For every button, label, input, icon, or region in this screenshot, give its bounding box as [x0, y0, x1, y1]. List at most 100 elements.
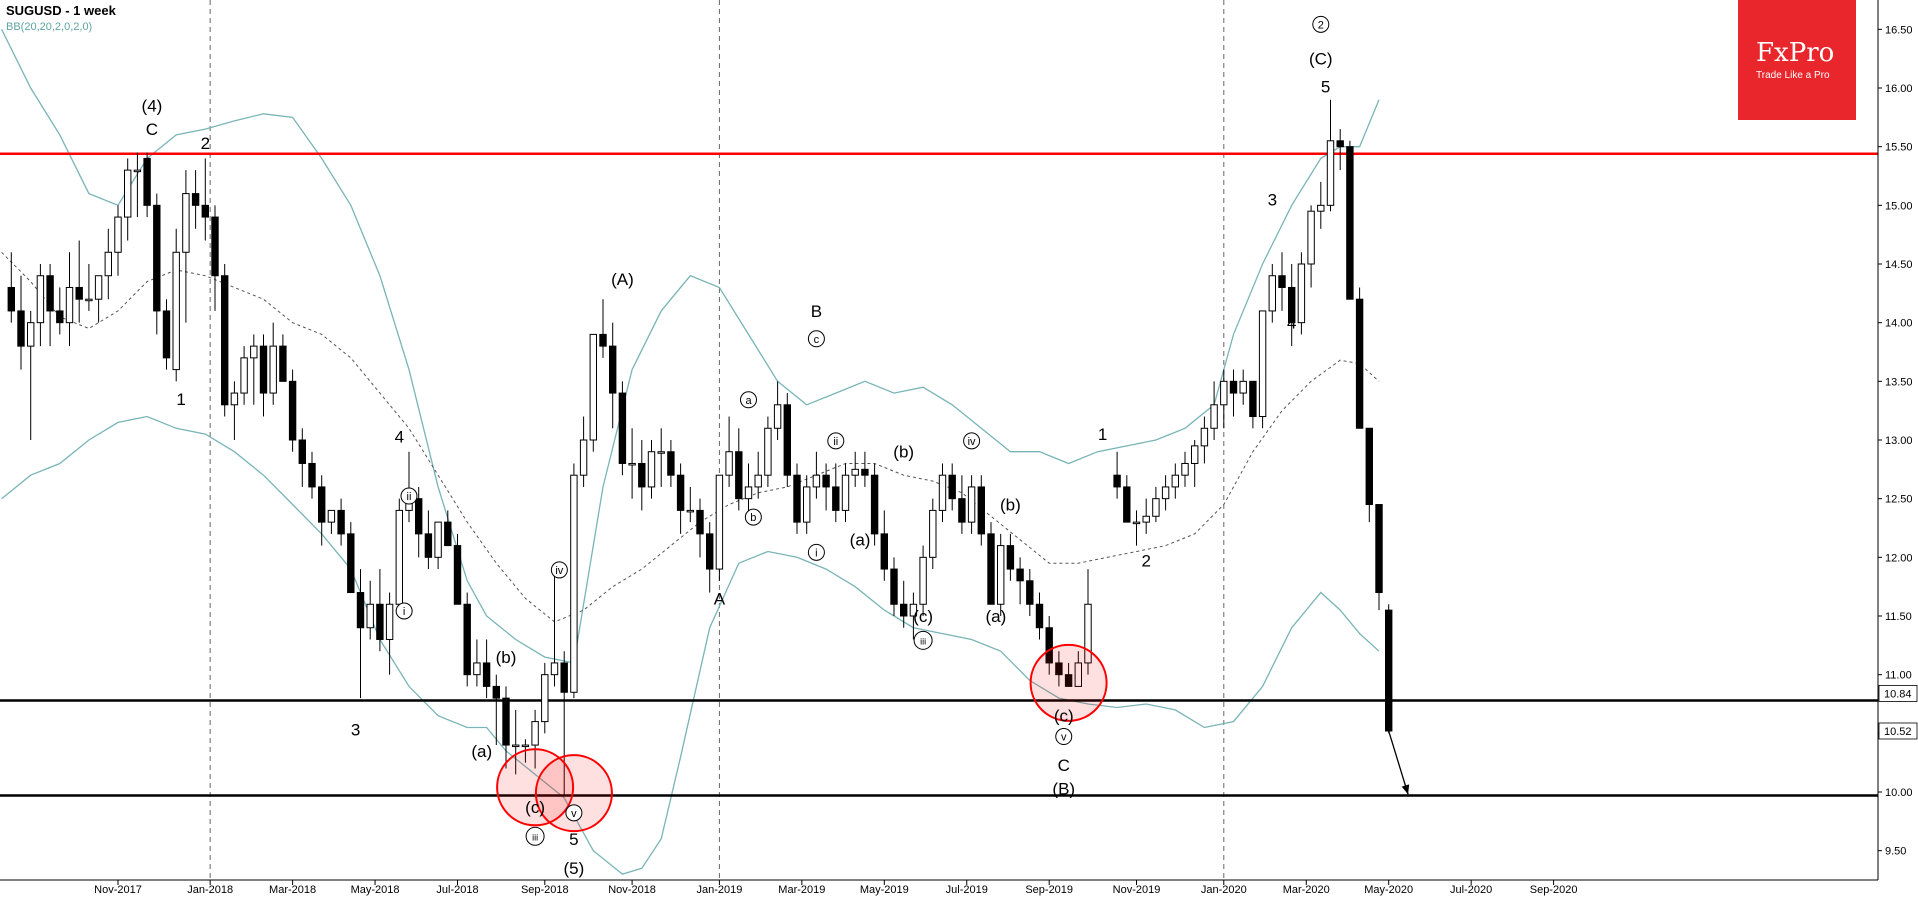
- bull-candle: [550, 662, 559, 676]
- bull-candle: [1161, 486, 1170, 500]
- wave-label: (b): [1000, 495, 1021, 514]
- bull-candle: [327, 509, 336, 523]
- bear-candle: [618, 392, 627, 464]
- price-tick-label: 12.50: [1885, 494, 1913, 506]
- price-tick-label: 15.50: [1885, 142, 1913, 154]
- bear-candle: [793, 474, 801, 523]
- bear-candle: [1026, 580, 1034, 605]
- wave-label: (C): [1309, 50, 1333, 69]
- bear-candle: [318, 486, 326, 523]
- wave-label: b: [750, 512, 756, 524]
- price-label-box: [1878, 685, 1918, 702]
- bear-candle: [453, 545, 462, 605]
- wave-label-circle: [913, 630, 933, 650]
- bear-candle: [735, 451, 743, 500]
- wave-label: 3: [351, 721, 360, 740]
- bear-candle: [706, 533, 714, 570]
- wave-label: B: [811, 302, 822, 321]
- bull-candle: [1297, 263, 1306, 324]
- time-tick-label: Mar-2020: [1283, 884, 1330, 896]
- bull-candle: [570, 474, 578, 693]
- bear-candle: [987, 533, 995, 605]
- bull-candle: [1210, 404, 1218, 429]
- wave-label: i: [815, 547, 817, 559]
- price-tick-label: 13.50: [1885, 376, 1913, 388]
- wave-label-circle: [963, 432, 981, 450]
- bull-candle: [172, 251, 180, 371]
- bear-candle: [1346, 146, 1354, 300]
- bear-candle: [463, 603, 471, 676]
- price-tick-label: 9.50: [1885, 846, 1906, 858]
- price-tick-label: 15.00: [1885, 200, 1913, 212]
- bear-candle: [376, 603, 384, 640]
- wave-label: 5: [1321, 78, 1330, 97]
- bull-candle: [1142, 515, 1150, 523]
- bear-candle: [17, 310, 25, 347]
- highlight-circle: [496, 748, 575, 827]
- bear-candle: [783, 404, 791, 476]
- highlight-circles: [496, 643, 1108, 833]
- bear-candle: [143, 157, 151, 206]
- bear-candle: [696, 509, 704, 535]
- bb-upper-line: [1, 29, 1380, 664]
- wave-label: 4: [1287, 314, 1296, 333]
- wave-label: iii: [532, 832, 538, 842]
- wave-label: 2: [201, 134, 210, 153]
- indicator-label: BB(20,20,2,0,2,0): [6, 21, 93, 33]
- forecast-arrow-head: [1401, 784, 1410, 795]
- bull-candle: [395, 509, 404, 605]
- bull-candle: [1191, 445, 1199, 464]
- bull-candle: [1152, 498, 1160, 517]
- bull-candle: [1200, 427, 1209, 447]
- bear-candle: [1288, 286, 1296, 324]
- bear-candle: [415, 498, 423, 535]
- bear-candle: [75, 286, 83, 300]
- wave-label: (a): [850, 531, 871, 550]
- bear-candle: [46, 275, 54, 312]
- time-tick-label: Jul-2018: [436, 884, 478, 896]
- wave-label: C: [1058, 756, 1070, 775]
- price-tick-label: 16.50: [1885, 24, 1913, 36]
- bear-candle: [201, 204, 210, 218]
- bear-candle: [900, 603, 908, 617]
- price-label-box: [1878, 722, 1918, 740]
- bear-candle: [482, 662, 491, 687]
- wave-label: 5: [569, 830, 578, 849]
- bb-lower-line: [1, 415, 1380, 875]
- wave-label: (A): [611, 270, 634, 289]
- time-tick-label: Nov-2019: [1113, 884, 1161, 896]
- bear-candle: [1006, 545, 1015, 570]
- bull-candle: [1307, 210, 1315, 265]
- wave-label: 1: [176, 390, 185, 409]
- price-tick-label: 12.00: [1885, 552, 1913, 564]
- bull-candle: [114, 216, 122, 253]
- bull-candle: [85, 298, 93, 302]
- wave-label: (b): [496, 648, 517, 667]
- wave-label-circle: [807, 330, 825, 348]
- wave-label: ii: [833, 436, 838, 448]
- bear-candle: [822, 474, 830, 488]
- bull-candle: [851, 468, 859, 476]
- wave-label: 4: [395, 427, 404, 446]
- bull-candle: [133, 169, 142, 173]
- wave-label-circle: [744, 508, 762, 526]
- bear-candle: [56, 310, 64, 324]
- bollinger-bands: [1, 29, 1380, 875]
- highlight-circle: [534, 754, 613, 833]
- logo-tagline: Trade Like a Pro: [1756, 70, 1830, 81]
- time-tick-label: Jul-2020: [1450, 884, 1492, 896]
- bull-candle: [1317, 204, 1325, 212]
- bull-candle: [744, 486, 753, 500]
- time-tick-label: Jan-2020: [1201, 884, 1247, 896]
- bull-candle: [773, 404, 782, 429]
- wave-annotations: (4)C214iii3(b)(a)(c)iiiivv5(5)(A)AabBcii…: [142, 15, 1410, 878]
- wave-label: (b): [893, 443, 914, 462]
- bull-candle: [531, 721, 539, 746]
- wave-label: iv: [968, 436, 976, 448]
- bear-candle: [7, 286, 16, 312]
- bear-candle: [977, 486, 985, 535]
- bear-candle: [1113, 474, 1121, 488]
- wave-label-circle: [550, 561, 568, 579]
- bull-candle: [997, 545, 1005, 605]
